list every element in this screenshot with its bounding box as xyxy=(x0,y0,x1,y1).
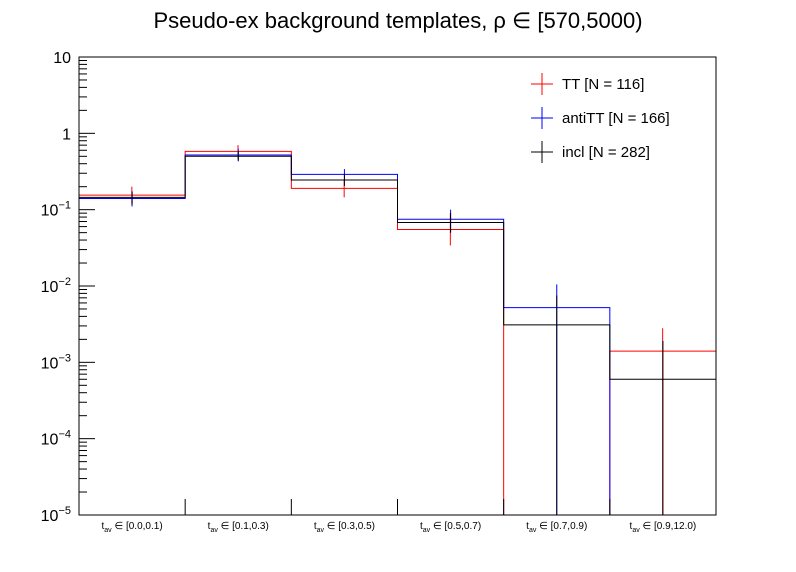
y-tick-label: 10−1 xyxy=(41,200,71,220)
legend-label: incl [N = 282] xyxy=(562,144,650,161)
y-tick-label: 10 xyxy=(53,50,71,67)
legend-label: TT [N = 116] xyxy=(562,76,644,93)
y-tick-label: 1 xyxy=(62,126,71,143)
x-tick-var: t xyxy=(420,521,423,532)
y-tick-base: 10 xyxy=(41,432,59,449)
x-tick-label: tav ∈ [0.1,0.3) xyxy=(208,521,269,534)
y-tick-base: 10 xyxy=(41,355,59,372)
x-tick-var: t xyxy=(526,521,529,532)
x-tick-label: tav ∈ [0.3,0.5) xyxy=(314,521,375,534)
data-layer xyxy=(78,145,717,516)
x-tick-range: ∈ [0.9,12.0) xyxy=(640,521,697,532)
x-tick-var: t xyxy=(314,521,317,532)
legend: TT [N = 116] antiTT [N = 166] incl [N = 28… xyxy=(531,73,670,163)
series-step-line xyxy=(78,154,716,516)
chart-title: Pseudo-ex background templates, ρ ∈ [570… xyxy=(153,8,642,33)
y-tick-exponent: −1 xyxy=(58,200,71,212)
y-tick-base: 10 xyxy=(53,50,71,67)
series-step-line xyxy=(78,155,717,515)
x-tick-subscript: av xyxy=(317,527,325,534)
y-tick-exponent: −2 xyxy=(58,276,71,288)
legend-item: TT [N = 116] xyxy=(531,73,644,95)
x-axis: tav ∈ [0.0,0.1) tav ∈ [0.1,0.3) tav ∈ [0.3… xyxy=(102,499,697,534)
x-tick-subscript: av xyxy=(632,527,640,534)
y-tick-exponent: −3 xyxy=(58,352,71,364)
x-tick-var: t xyxy=(102,521,105,532)
x-tick-label: tav ∈ [0.7,0.9) xyxy=(526,521,587,534)
legend-item: antiTT [N = 166] xyxy=(531,107,670,129)
x-tick-var: t xyxy=(630,521,633,532)
y-tick-base: 10 xyxy=(41,508,59,525)
y-tick-label: 10−3 xyxy=(41,352,71,372)
series-2 xyxy=(78,151,717,515)
x-tick-label: tav ∈ [0.5,0.7) xyxy=(420,521,481,534)
y-tick-exponent: −4 xyxy=(58,429,71,441)
x-tick-range: ∈ [0.0,0.1) xyxy=(112,521,163,532)
x-tick-label: tav ∈ [0.0,0.1) xyxy=(102,521,163,534)
x-tick-range: ∈ [0.1,0.3) xyxy=(218,521,269,532)
x-tick-var: t xyxy=(208,521,211,532)
y-tick-label: 10−4 xyxy=(41,429,71,449)
x-tick-range: ∈ [0.3,0.5) xyxy=(324,521,375,532)
x-tick-subscript: av xyxy=(210,527,218,534)
legend-item: incl [N = 282] xyxy=(531,141,650,163)
y-tick-base: 10 xyxy=(41,279,59,296)
legend-label: antiTT [N = 166] xyxy=(562,110,670,127)
y-tick-label: 10−2 xyxy=(41,276,71,296)
x-tick-range: ∈ [0.5,0.7) xyxy=(430,521,481,532)
x-tick-subscript: av xyxy=(423,527,431,534)
y-tick-label: 10−5 xyxy=(41,505,71,525)
x-tick-subscript: av xyxy=(104,527,112,534)
x-tick-label: tav ∈ [0.9,12.0) xyxy=(630,521,697,534)
y-tick-base: 10 xyxy=(41,203,59,220)
x-tick-subscript: av xyxy=(529,527,537,534)
y-tick-exponent: −5 xyxy=(58,505,71,517)
y-tick-base: 1 xyxy=(62,126,71,143)
x-tick-range: ∈ [0.7,0.9) xyxy=(536,521,587,532)
